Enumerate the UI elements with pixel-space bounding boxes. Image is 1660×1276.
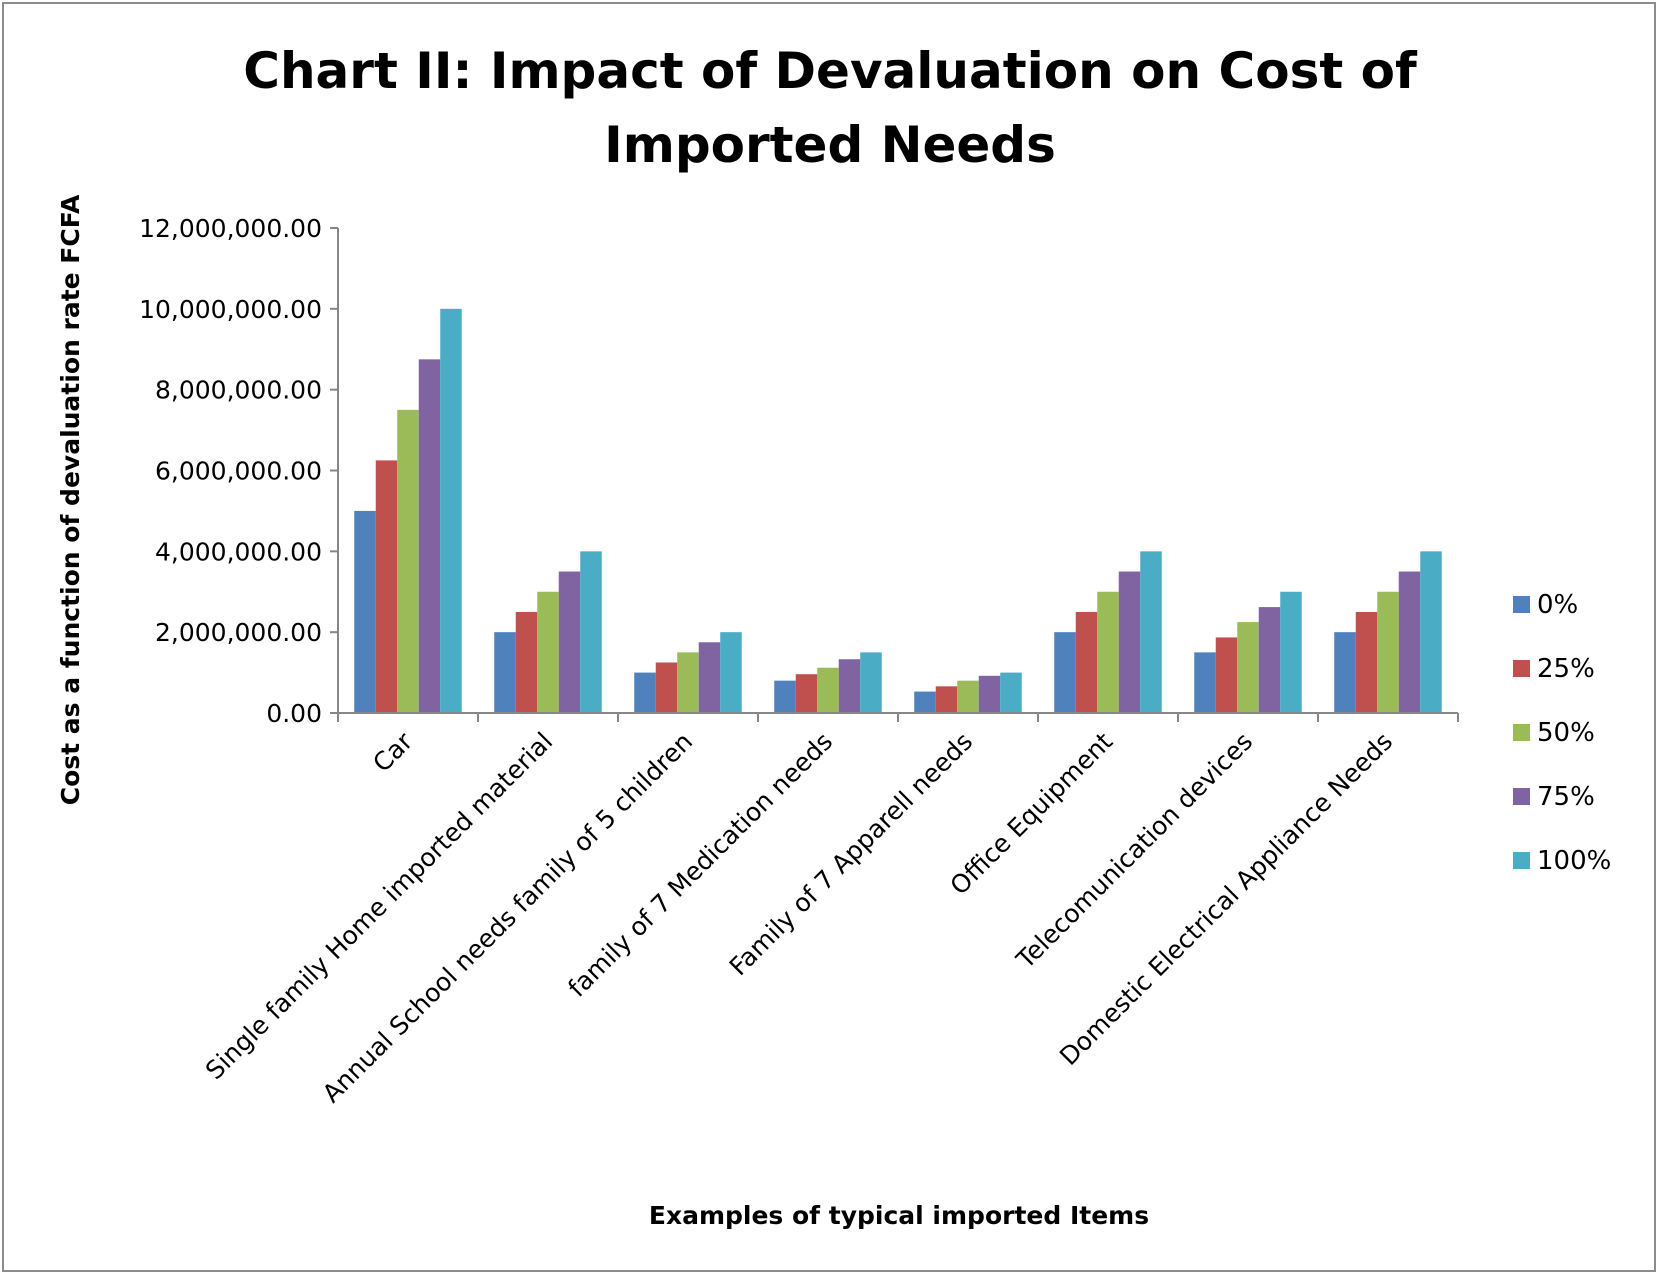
bars: [354, 308, 1442, 713]
bar: [1194, 652, 1216, 713]
y-tick-label: 10,000,000.00: [139, 295, 322, 324]
bar: [677, 652, 699, 713]
legend-label: 75%: [1537, 782, 1595, 812]
bar: [957, 680, 979, 713]
bar: [580, 551, 602, 713]
legend-label: 50%: [1537, 718, 1595, 748]
legend-swatch: [1513, 724, 1530, 741]
y-tick-label: 2,000,000.00: [155, 618, 322, 647]
bar: [838, 659, 861, 713]
y-axis-ticks: 0.00 2,000,000.00 4,000,000.00 6,000,000.00…: [139, 214, 338, 728]
x-category-label: Telecomunication devices: [1010, 727, 1258, 975]
bar: [1097, 591, 1119, 713]
bar: [418, 359, 441, 713]
legend-swatch: [1513, 660, 1530, 677]
y-tick-label: 12,000,000.00: [139, 214, 322, 243]
bar: [914, 691, 936, 713]
bar: [1377, 591, 1399, 713]
bar: [558, 571, 581, 713]
bar: [935, 686, 958, 713]
bar: [795, 674, 818, 713]
bar: [1075, 611, 1098, 713]
bar: [1000, 672, 1022, 713]
chart-title-line-2: Imported Needs: [604, 116, 1056, 174]
legend: 0% 25% 50% 75% 100%: [1513, 590, 1611, 876]
bar: [817, 667, 839, 713]
bar: [537, 591, 559, 713]
x-category-label: Car: [367, 726, 418, 777]
bar: [1054, 632, 1076, 713]
legend-swatch: [1513, 852, 1530, 869]
bar: [494, 632, 516, 713]
bar: [1355, 611, 1378, 713]
y-tick-label: 8,000,000.00: [155, 376, 322, 405]
chart-title-line-1: Chart II: Impact of Devaluation on Cost …: [243, 42, 1418, 100]
bar: [860, 652, 882, 713]
x-category-label: Family of 7 Apparell needs: [724, 727, 978, 981]
bar: [1140, 551, 1162, 713]
bar: [375, 460, 398, 713]
bar: [1280, 591, 1302, 713]
x-category-label: family of 7 Medication needs: [562, 727, 838, 1003]
bar: [1215, 637, 1238, 713]
bar: [720, 632, 742, 713]
y-tick-label: 6,000,000.00: [155, 457, 322, 486]
x-axis-title: Examples of typical imported Items: [649, 1201, 1149, 1230]
legend-label: 0%: [1537, 590, 1578, 620]
bar: [1118, 571, 1141, 713]
bar: [978, 675, 1001, 713]
bar: [515, 611, 538, 713]
bar: [440, 308, 462, 713]
bar: [1420, 551, 1442, 713]
legend-label: 100%: [1537, 846, 1611, 876]
y-tick-label: 0.00: [266, 699, 322, 728]
bar: [634, 672, 656, 713]
bar: [354, 510, 376, 713]
y-tick-label: 4,000,000.00: [155, 537, 322, 566]
bar: [1398, 571, 1421, 713]
legend-swatch: [1513, 596, 1530, 613]
bar: [698, 642, 721, 713]
legend-label: 25%: [1537, 654, 1595, 684]
legend-swatch: [1513, 788, 1530, 805]
bar: [397, 409, 419, 713]
bar: [1237, 622, 1259, 713]
bar: [774, 680, 796, 713]
y-axis-title: Cost as a function of devaluation rate F…: [56, 194, 85, 805]
bar: [1258, 607, 1281, 713]
bar: [1334, 632, 1356, 713]
bar: [655, 662, 678, 713]
